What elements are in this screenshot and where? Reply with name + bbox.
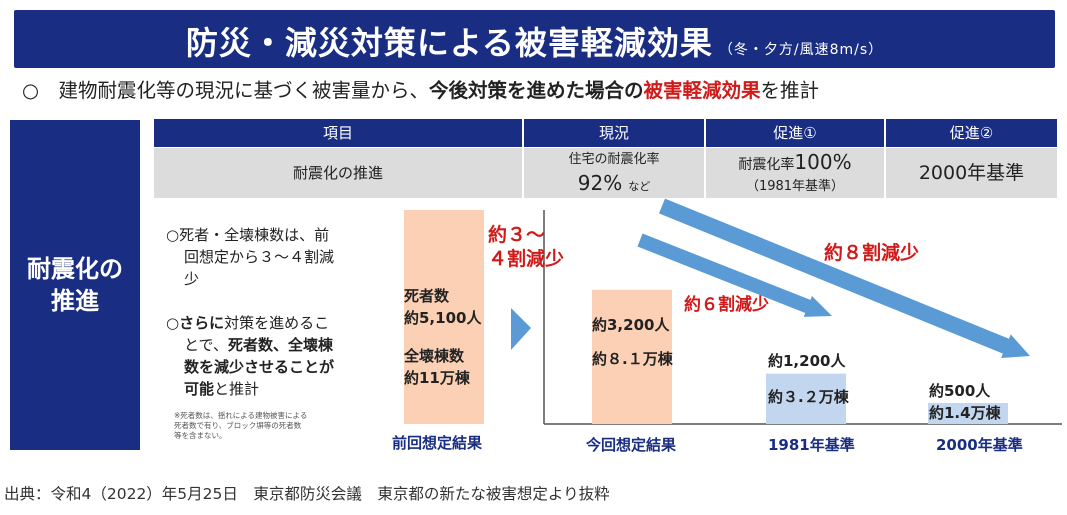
cell-promo1: 耐震化率100% （1981年基準） <box>706 148 884 198</box>
side-label-line1: 耐震化の <box>27 255 123 283</box>
fine-line3: 等を含まない。 <box>174 431 227 440</box>
page-title: 防災・減災対策による被害軽減効果 （冬・夕方/風速8m/s） <box>14 18 1055 64</box>
bar-label-1981-2: 約３.２万棟 <box>768 388 849 406</box>
reduction-arrows <box>637 198 1030 359</box>
bar-label-current-2: 約８.１万棟 <box>592 350 673 368</box>
note2-bold-start: ○さらに <box>166 314 225 332</box>
transition-arrow-icon <box>511 308 531 350</box>
cell-promo1-value: 100% <box>794 150 852 174</box>
bar-label-prev-2: 約5,100人 <box>404 309 482 327</box>
fine-line1: ※死者数は、揺れによる建物被害による <box>174 411 308 420</box>
note2-line1: 対策を進めるこ <box>224 314 330 332</box>
bar-label-2000-2: 約1.4万棟 <box>929 404 1001 422</box>
title-note: （冬・夕方/風速8m/s） <box>718 42 884 58</box>
note2-line4-bold: 可能 <box>184 380 215 398</box>
bar-label-prev-1: 死者数 <box>404 287 450 305</box>
cell-current-value: 92% <box>577 171 623 195</box>
summary-red: 被害軽減効果 <box>643 79 761 102</box>
bar-label-prev-3: 全壊棟数 <box>404 347 465 365</box>
bar-label-prev-4: 約11万棟 <box>404 369 470 387</box>
note1-line2: 回想定から３～４割減 <box>184 248 335 266</box>
cell-current-line1: 住宅の耐震化率 <box>568 152 660 167</box>
note2-line3: 数を減少させることが <box>184 358 335 376</box>
fine-line2: 死者数で有り、ブロック塀等の死者数 <box>174 421 302 430</box>
category-label-current: 今回想定結果 <box>586 436 677 454</box>
annotation-6: 約６割減少 <box>684 295 769 315</box>
table-header-item: 項目 <box>154 119 522 147</box>
annotation-3-4: 約３～ ４割減少 <box>488 223 564 271</box>
table-header-promo2: 促進② <box>886 119 1057 147</box>
summary-bold: 今後対策を進めた場合の <box>429 79 644 102</box>
annotation-3-4-line1: 約３～ <box>488 224 546 246</box>
summary-prefix: ○ 建物耐震化等の現況に基づく被害量から、 <box>22 79 430 102</box>
bar-prev <box>404 210 484 424</box>
note2-line2a: とで、 <box>184 336 228 354</box>
bar-label-2000-1: 約500人 <box>929 382 991 400</box>
bar-current <box>592 289 672 424</box>
bar-2000 <box>928 403 1008 424</box>
bar-1981 <box>766 373 846 424</box>
category-label-1981: 1981年基準 <box>768 436 855 454</box>
bar-label-current: 約3,200人 約８.１万棟 <box>592 314 673 370</box>
note1-line1: ○死者・全壊棟数は、前 <box>166 226 330 244</box>
bars <box>404 210 1008 424</box>
source-note: 出典：令和4（2022）年5月25日 東京都防災会議 東京都の新たな被害想定より… <box>4 485 610 503</box>
bar-label-1981: 約1,200人 約３.２万棟 <box>768 350 849 408</box>
bar-label-2000: 約500人 約1.4万棟 <box>929 380 1001 424</box>
note-2: ○さらに対策を進めるこ とで、死者数、全壊棟 数を減少させることが 可能と推計 <box>166 312 334 400</box>
note1-line3: 少 <box>184 270 200 288</box>
side-label: 耐震化の 推進 <box>10 253 140 317</box>
summary-line: ○ 建物耐震化等の現況に基づく被害量から、今後対策を進めた場合の被害軽減効果を推… <box>22 74 819 103</box>
arrow-6-reduction-icon <box>637 233 832 317</box>
table-header-promo1: 促進① <box>706 119 884 147</box>
title-text: 防災・減災対策による被害軽減効果 <box>185 24 713 62</box>
side-label-line2: 推進 <box>51 287 99 315</box>
arrow-8-reduction-icon <box>658 198 1030 359</box>
category-label-prev: 前回想定結果 <box>392 434 483 452</box>
bar-label-current-1: 約3,200人 <box>592 316 670 334</box>
cell-current: 住宅の耐震化率 92% など <box>524 148 704 198</box>
note2-line4: と推計 <box>214 380 260 398</box>
note2-line2b: 死者数、全壊棟 <box>227 336 333 354</box>
bar-label-1981-1: 約1,200人 <box>768 352 846 370</box>
annotation-8: 約８割減少 <box>824 242 920 264</box>
summary-suffix: を推計 <box>760 79 820 102</box>
cell-promo1-sub: （1981年基準） <box>745 179 845 194</box>
title-bar: 防災・減災対策による被害軽減効果 （冬・夕方/風速8m/s） <box>14 10 1055 68</box>
table-header-current: 現況 <box>524 119 704 147</box>
fine-print: ※死者数は、揺れによる建物被害による 死者数で有り、ブロック塀等の死者数 等を含… <box>174 411 374 441</box>
bar-label-prev: 死者数 約5,100人 全壊棟数 約11万棟 <box>404 285 481 389</box>
row-label: 耐震化の推進 <box>154 148 522 198</box>
side-panel <box>10 120 140 450</box>
category-label-2000: 2000年基準 <box>936 436 1023 454</box>
note-1: ○死者・全壊棟数は、前 回想定から３～４割減 少 <box>166 224 334 290</box>
cell-promo2: 2000年基準 <box>886 148 1057 198</box>
annotation-3-4-line2: ４割減少 <box>488 248 565 270</box>
cell-current-suffix: など <box>628 180 651 193</box>
cell-promo1-prefix: 耐震化率 <box>738 157 795 173</box>
